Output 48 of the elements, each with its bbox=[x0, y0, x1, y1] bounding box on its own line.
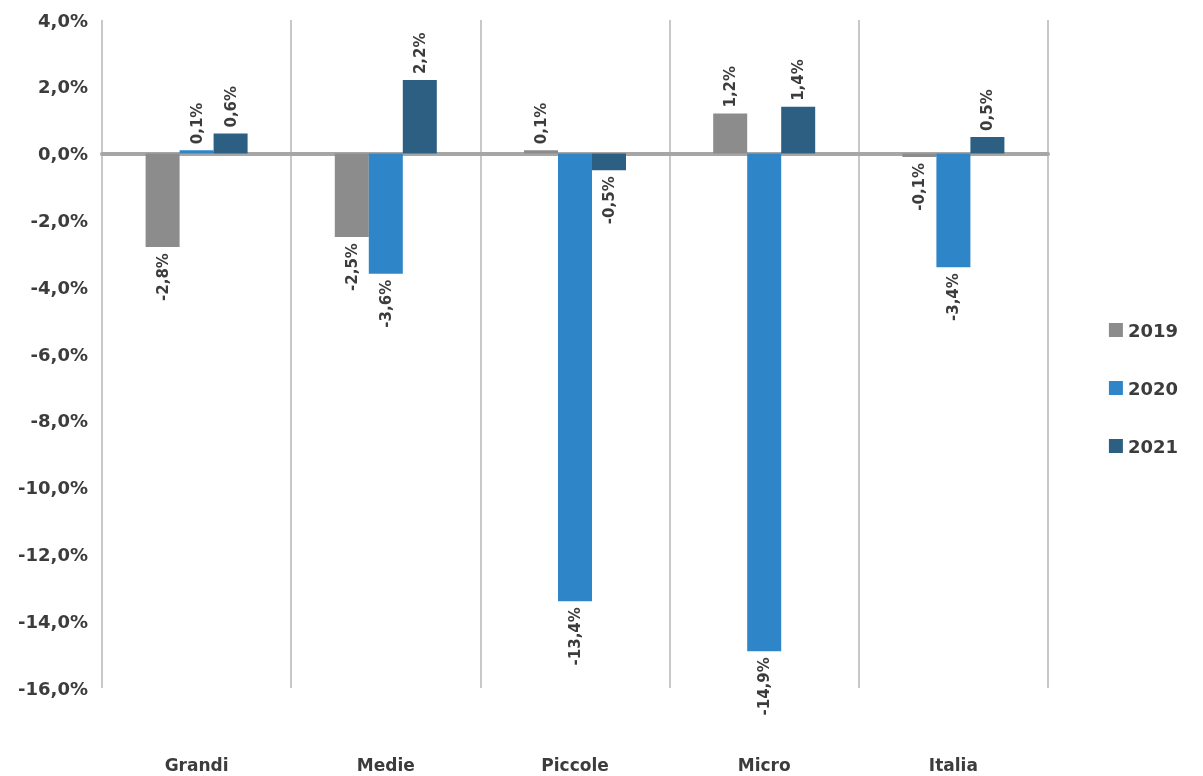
bar bbox=[179, 150, 214, 154]
bar bbox=[592, 153, 626, 171]
text: 0,5% bbox=[978, 89, 997, 131]
y-tick-label: 4,0% bbox=[38, 9, 88, 31]
text: 1,4% bbox=[789, 59, 808, 101]
text: 0,1% bbox=[187, 102, 206, 145]
y-tick-label: -2,0% bbox=[30, 209, 88, 231]
bar bbox=[558, 153, 592, 602]
text: 1,2% bbox=[721, 65, 740, 108]
bar bbox=[334, 153, 369, 238]
y-tick-label: 2,0% bbox=[38, 76, 88, 98]
text: 0,6% bbox=[221, 85, 240, 128]
text: 0,1% bbox=[532, 102, 550, 145]
bar bbox=[524, 150, 558, 154]
y-tick-label: -10,0% bbox=[18, 477, 88, 499]
text: 2,2% bbox=[410, 32, 429, 75]
bar bbox=[402, 80, 437, 154]
text: -3,4% bbox=[944, 273, 963, 321]
legend-label: 2020 bbox=[1127, 377, 1179, 399]
text: -0,1% bbox=[910, 162, 929, 211]
text: -14,9% bbox=[755, 657, 774, 716]
y-tick-label: -14,0% bbox=[18, 610, 88, 632]
bar bbox=[713, 113, 748, 154]
y-tick-label: -16,0% bbox=[18, 677, 88, 699]
bar bbox=[213, 133, 248, 154]
y-tick-label: -8,0% bbox=[30, 410, 88, 432]
legend-label: 2021 bbox=[1127, 435, 1179, 457]
y-tick-label: -6,0% bbox=[30, 343, 88, 365]
bar bbox=[970, 136, 1005, 154]
x-tick-label: Italia bbox=[928, 754, 978, 775]
text: -0,5% bbox=[600, 176, 618, 225]
y-tick-label: -12,0% bbox=[18, 543, 88, 565]
bar bbox=[145, 153, 180, 248]
y-tick-label: 0,0% bbox=[38, 143, 88, 165]
text: -13,4% bbox=[566, 607, 584, 666]
legend-label: 2019 bbox=[1127, 319, 1179, 341]
x-tick-label: Micro bbox=[737, 754, 791, 775]
x-tick-label: Medie bbox=[356, 754, 415, 775]
bar bbox=[368, 153, 403, 274]
bar bbox=[747, 153, 782, 652]
text: -3,6% bbox=[376, 279, 395, 328]
text: -2,5% bbox=[342, 243, 361, 291]
bar bbox=[781, 106, 816, 154]
bar bbox=[936, 153, 971, 268]
y-tick-label: -4,0% bbox=[30, 276, 88, 298]
x-tick-label: Piccole bbox=[541, 754, 609, 775]
x-tick-label: Grandi bbox=[164, 754, 229, 775]
text: -2,8% bbox=[153, 253, 172, 301]
